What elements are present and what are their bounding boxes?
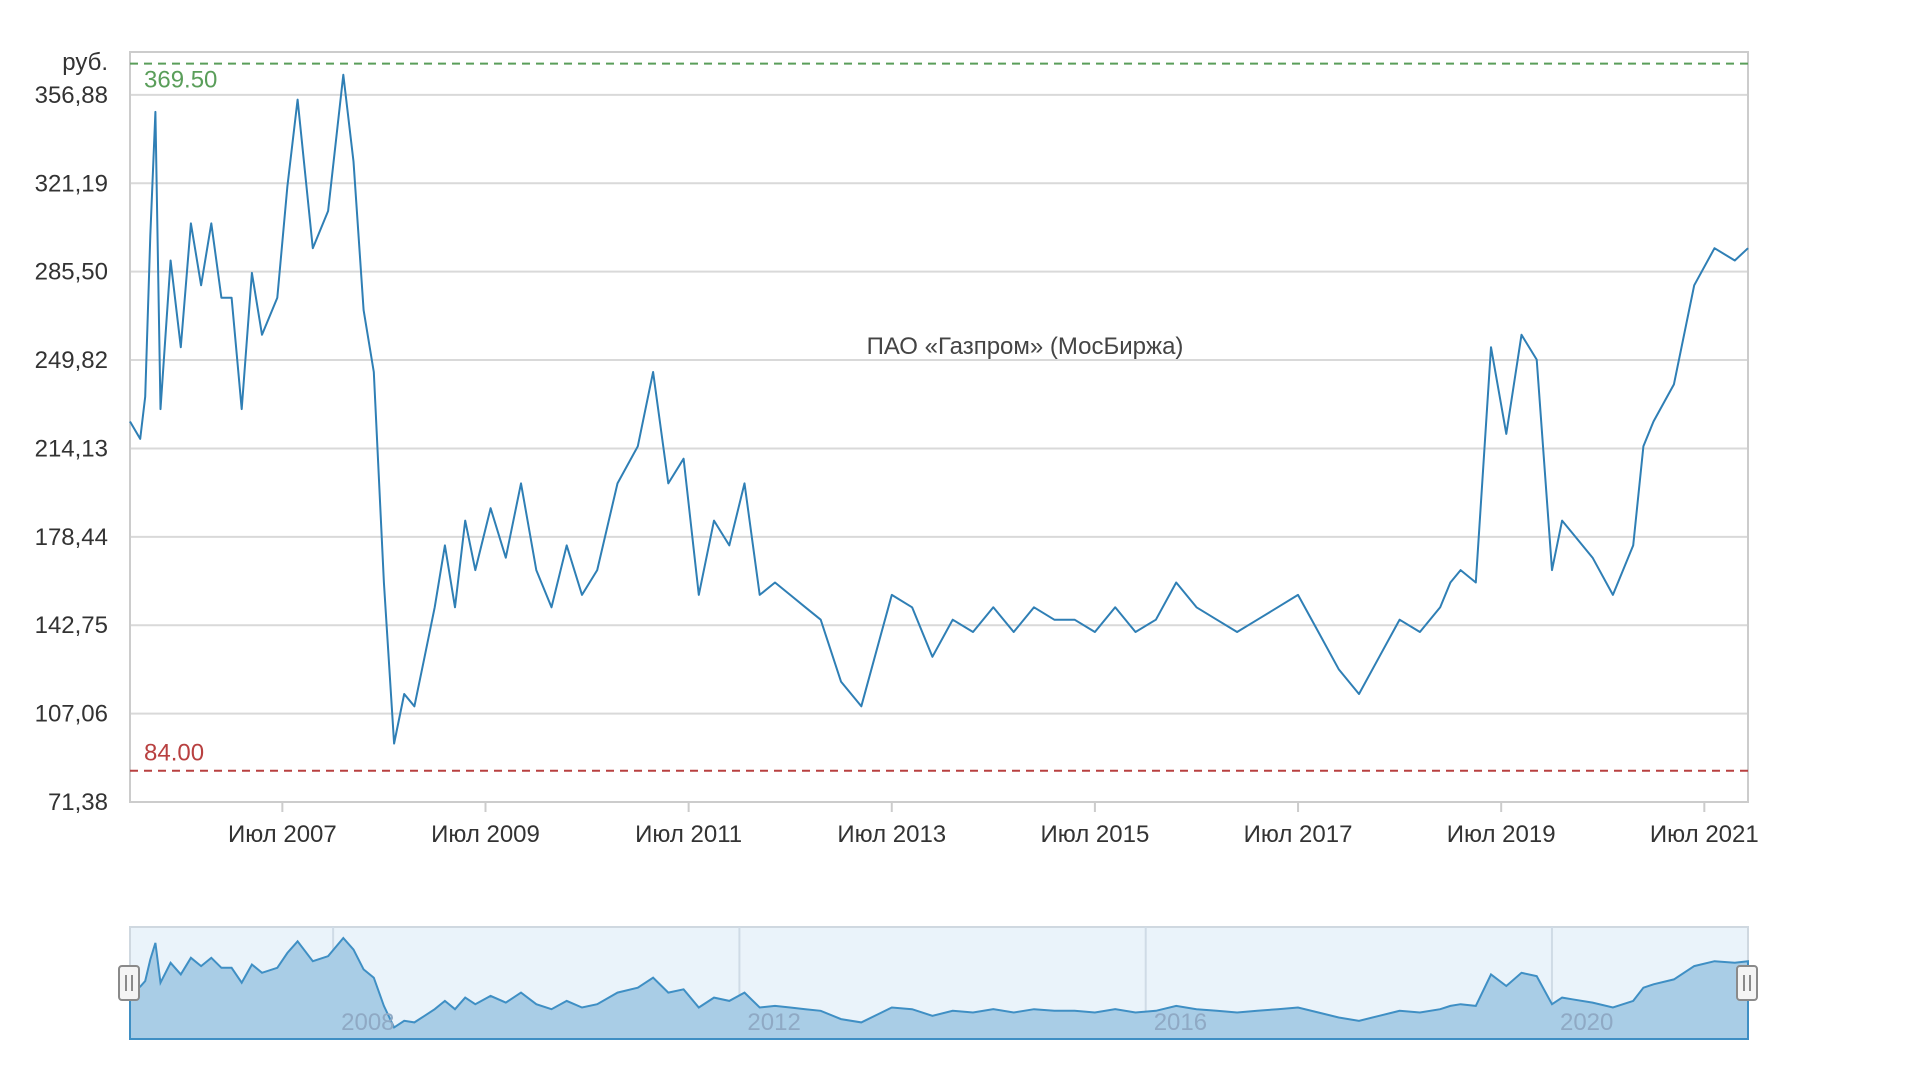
navigator-year-label: 2020 xyxy=(1560,1009,1613,1036)
y-tick-label: 249,82 xyxy=(35,347,108,374)
x-tick-label: Июл 2013 xyxy=(837,821,946,848)
plot-border xyxy=(129,51,1749,803)
y-axis-ticks: 71,38 107,06 142,75 178,44 214,13 249,82 285,5… xyxy=(35,82,108,816)
navigator-year-label: 2008 xyxy=(341,1009,394,1036)
navigator-year-label: 2016 xyxy=(1154,1009,1207,1036)
y-tick-label: 356,88 xyxy=(35,82,108,109)
x-tick-label: Июл 2015 xyxy=(1041,821,1150,848)
y-tick-label: 142,75 xyxy=(35,612,108,639)
x-tick-label: Июл 2021 xyxy=(1650,821,1759,848)
y-axis-unit: руб. xyxy=(62,49,108,76)
x-tick-label: Июл 2017 xyxy=(1244,821,1353,848)
y-tick-label: 214,13 xyxy=(35,435,108,462)
navigator-left-handle[interactable] xyxy=(118,965,140,1001)
y-tick-label: 178,44 xyxy=(35,524,108,551)
reference-line-label: 369.50 xyxy=(144,67,217,94)
x-tick-label: Июл 2009 xyxy=(431,821,540,848)
navigator-year-label: 2012 xyxy=(747,1009,800,1036)
x-axis-ticks: Июл 2007 Июл 2009 Июл 2011 Июл 2013 Июл 2015… xyxy=(228,802,1759,848)
chart-title: ПАО «Газпром» (МосБиржа) xyxy=(867,333,1184,360)
x-tick-label: Июл 2019 xyxy=(1447,821,1556,848)
y-tick-label: 285,50 xyxy=(35,259,108,286)
navigator-right-handle[interactable] xyxy=(1736,965,1758,1001)
x-tick-label: Июл 2011 xyxy=(635,821,742,848)
x-tick-label: Июл 2007 xyxy=(228,821,337,848)
navigator-area xyxy=(129,936,1749,1040)
reference-lines: 369.50 84.00 xyxy=(130,62,1748,772)
range-navigator[interactable]: 2008 2012 2016 2020 xyxy=(118,926,1758,1040)
reference-line-label: 84.00 xyxy=(144,740,204,767)
y-tick-label: 321,19 xyxy=(35,170,108,197)
price-series-line xyxy=(129,73,1749,745)
y-tick-label: 107,06 xyxy=(35,701,108,728)
plot-grid xyxy=(130,93,1748,803)
navigator-year-labels: 2008 2012 2016 2020 xyxy=(341,1009,1613,1036)
y-tick-label: 71,38 xyxy=(48,789,108,816)
